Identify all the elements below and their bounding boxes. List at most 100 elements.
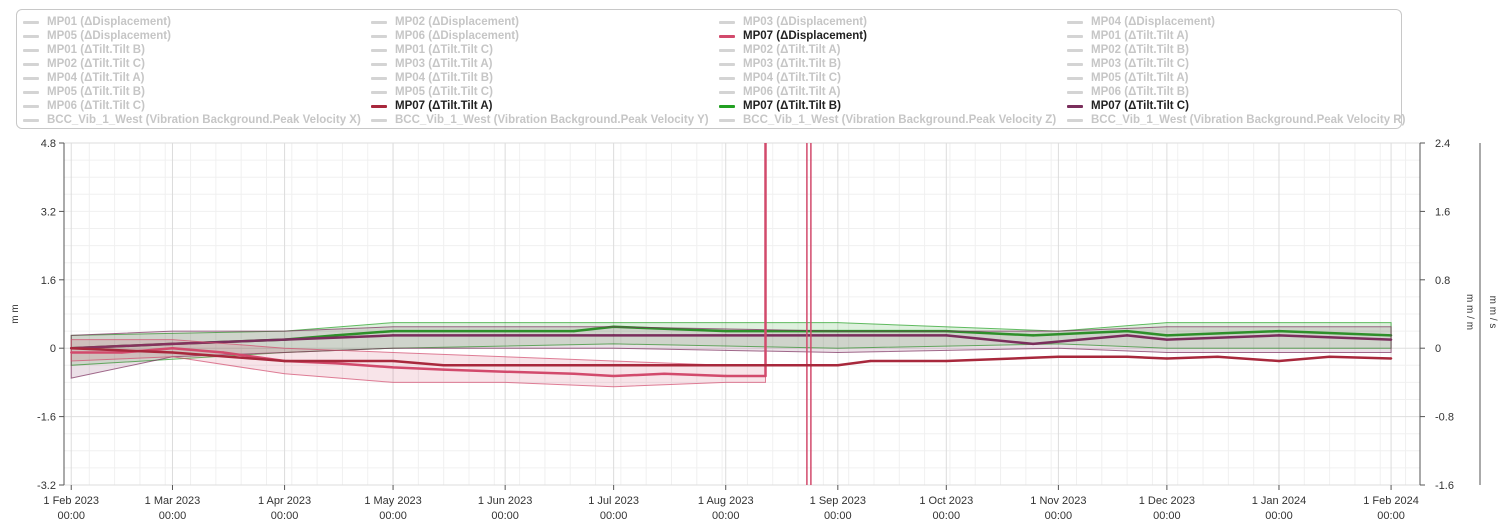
legend-swatch bbox=[23, 77, 39, 80]
right-tick-label: -1.6 bbox=[1435, 480, 1454, 492]
series-line bbox=[71, 334, 1392, 350]
data-point bbox=[1125, 334, 1129, 337]
data-point bbox=[1031, 334, 1035, 337]
data-point bbox=[283, 338, 286, 341]
legend-swatch bbox=[719, 63, 735, 66]
legend-swatch bbox=[1067, 35, 1083, 38]
legend-swatch bbox=[371, 63, 387, 66]
data-point bbox=[503, 329, 507, 333]
legend-label: MP01 (ΔTilt.Tilt C) bbox=[395, 44, 493, 56]
data-point bbox=[724, 329, 727, 333]
legend-swatch bbox=[23, 91, 39, 94]
x-tick-label: 1 Jul 2023 bbox=[588, 495, 639, 507]
left-tick-label: -1.6 bbox=[37, 412, 56, 424]
data-point bbox=[442, 364, 445, 367]
data-point bbox=[724, 334, 727, 337]
legend-swatch bbox=[23, 105, 39, 108]
data-point bbox=[612, 374, 615, 378]
legend-label: MP04 (ΔDisplacement) bbox=[1091, 16, 1215, 28]
data-point bbox=[764, 374, 767, 378]
right-axis-2-title: m m / s bbox=[1487, 296, 1498, 329]
legend-label: BCC_Vib_1_West (Vibration Background.Pea… bbox=[47, 114, 361, 126]
x-tick-label: 1 Feb 2024 bbox=[1363, 495, 1419, 507]
data-point bbox=[283, 359, 286, 363]
legend-label: MP02 (ΔTilt.Tilt B) bbox=[1091, 44, 1189, 56]
legend-swatch bbox=[719, 77, 735, 80]
series-line bbox=[71, 346, 1392, 367]
x-tick-label: 1 Mar 2023 bbox=[145, 495, 201, 507]
left-tick-label: 3.2 bbox=[41, 206, 56, 218]
data-point bbox=[1165, 338, 1169, 341]
legend-label: MP06 (ΔTilt.Tilt A) bbox=[743, 86, 841, 98]
legend-swatch bbox=[719, 119, 735, 122]
legend-swatch bbox=[1067, 119, 1083, 122]
legend-swatch bbox=[1067, 91, 1083, 94]
x-tick-label: 1 Nov 2023 bbox=[1030, 495, 1086, 507]
x-tick-label: 1 Apr 2023 bbox=[258, 495, 311, 507]
right-tick-label: 0.8 bbox=[1435, 275, 1450, 287]
data-point bbox=[1057, 355, 1060, 358]
legend-swatch bbox=[1067, 21, 1083, 24]
legend-label: MP05 (ΔTilt.Tilt B) bbox=[47, 86, 145, 98]
legend-swatch bbox=[1067, 63, 1083, 66]
data-point bbox=[391, 329, 395, 333]
data-point bbox=[612, 364, 615, 367]
data-point bbox=[391, 334, 395, 337]
legend-label: MP04 (ΔTilt.Tilt A) bbox=[47, 72, 145, 84]
legend-label: MP02 (ΔDisplacement) bbox=[395, 16, 519, 28]
legend-swatch bbox=[371, 49, 387, 52]
series-envelope bbox=[70, 326, 1392, 379]
legend-label: MP07 (ΔTilt.Tilt B) bbox=[743, 100, 841, 112]
x-tick-time: 00:00 bbox=[271, 510, 299, 522]
legend-swatch bbox=[1067, 49, 1083, 52]
x-tick-label: 1 Aug 2023 bbox=[698, 495, 754, 507]
legend-label: MP07 (ΔTilt.Tilt A) bbox=[395, 100, 493, 112]
legend-label: MP03 (ΔTilt.Tilt B) bbox=[743, 58, 841, 70]
legend-swatch bbox=[371, 21, 387, 24]
data-point bbox=[1389, 357, 1393, 360]
data-point bbox=[945, 334, 948, 337]
x-tick-time: 00:00 bbox=[600, 510, 628, 522]
data-point bbox=[572, 372, 576, 376]
legend-swatch bbox=[371, 77, 387, 80]
legend-label: MP01 (ΔDisplacement) bbox=[47, 16, 171, 28]
data-point bbox=[612, 334, 615, 337]
legend-swatch bbox=[23, 119, 39, 122]
legend-swatch bbox=[23, 63, 39, 66]
x-tick-time: 00:00 bbox=[379, 510, 407, 522]
legend-swatch bbox=[1067, 105, 1083, 108]
legend-swatch bbox=[719, 35, 735, 38]
legend-swatch bbox=[719, 91, 735, 94]
legend-label: MP01 (ΔTilt.Tilt A) bbox=[1091, 30, 1189, 42]
right-tick-label: 2.4 bbox=[1435, 138, 1450, 150]
legend-label: MP04 (ΔTilt.Tilt C) bbox=[743, 72, 841, 84]
x-tick-label: 1 Jan 2024 bbox=[1252, 495, 1306, 507]
x-tick-time: 00:00 bbox=[1265, 510, 1293, 522]
data-point bbox=[503, 364, 507, 367]
x-tick-label: 1 May 2023 bbox=[364, 495, 421, 507]
legend-label: MP04 (ΔTilt.Tilt B) bbox=[395, 72, 493, 84]
data-point bbox=[1277, 359, 1281, 363]
data-point bbox=[1389, 338, 1393, 341]
legend-swatch bbox=[371, 91, 387, 94]
data-point bbox=[1125, 355, 1129, 358]
data-point bbox=[836, 364, 840, 367]
legend-label: MP05 (ΔTilt.Tilt A) bbox=[1091, 72, 1189, 84]
legend-swatch bbox=[719, 21, 735, 24]
legend-swatch bbox=[719, 105, 735, 108]
legend-label: MP06 (ΔTilt.Tilt B) bbox=[1091, 86, 1189, 98]
grid bbox=[63, 142, 1421, 486]
data-point bbox=[221, 351, 225, 354]
legend-label: MP02 (ΔTilt.Tilt C) bbox=[47, 58, 145, 70]
data-point bbox=[442, 368, 445, 371]
legend-label: BCC_Vib_1_West (Vibration Background.Pea… bbox=[1091, 114, 1406, 126]
x-tick-time: 00:00 bbox=[1377, 510, 1405, 522]
legend-label: MP05 (ΔTilt.Tilt C) bbox=[395, 86, 493, 98]
left-tick-label: 0 bbox=[50, 343, 56, 355]
data-point bbox=[70, 347, 73, 350]
x-tick-time: 00:00 bbox=[712, 510, 740, 522]
series-1 bbox=[70, 346, 1393, 367]
legend-label: MP03 (ΔTilt.Tilt C) bbox=[1091, 58, 1189, 70]
legend-swatch bbox=[23, 21, 39, 24]
